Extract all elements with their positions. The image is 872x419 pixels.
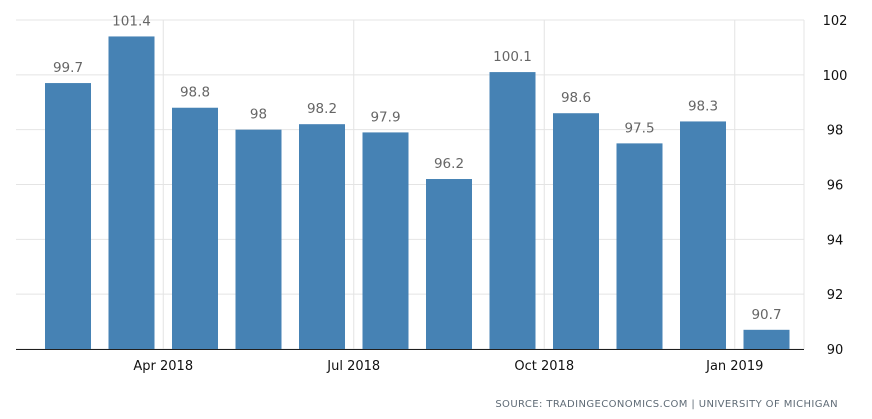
data-label: 100.1 bbox=[493, 49, 532, 65]
data-label: 98.2 bbox=[307, 101, 337, 117]
data-label: 96.2 bbox=[434, 156, 464, 172]
y-tick-label: 102 bbox=[823, 14, 848, 29]
bar bbox=[680, 121, 726, 349]
data-label: 101.4 bbox=[112, 13, 151, 29]
bar bbox=[108, 36, 155, 349]
value-labels-layer: 99.7 101.4 98.8 98 98.2 97.9 96.2 100.1 98.6 97.5… bbox=[53, 13, 782, 322]
bar bbox=[743, 329, 790, 349]
bar bbox=[616, 143, 663, 349]
bar bbox=[553, 113, 599, 349]
bar bbox=[299, 124, 345, 349]
x-tick-label: Oct 2018 bbox=[514, 359, 574, 374]
data-label: 97.5 bbox=[624, 120, 654, 136]
data-label: 90.7 bbox=[751, 307, 781, 323]
bar bbox=[235, 129, 282, 349]
x-axis-ticks: Apr 2018 Jul 2018 Oct 2018 Jan 2019 bbox=[133, 359, 763, 374]
bar bbox=[489, 72, 536, 349]
bar bbox=[426, 179, 472, 349]
data-label: 98 bbox=[250, 107, 267, 123]
y-tick-label: 96 bbox=[827, 179, 844, 194]
x-tick-label: Jan 2019 bbox=[705, 359, 763, 374]
y-tick-label: 98 bbox=[827, 124, 844, 139]
data-label: 98.6 bbox=[561, 90, 591, 106]
bar bbox=[172, 107, 218, 349]
x-tick-label: Jul 2018 bbox=[326, 359, 380, 374]
y-tick-label: 92 bbox=[827, 288, 844, 303]
data-label: 99.7 bbox=[53, 60, 83, 76]
data-label: 98.8 bbox=[180, 85, 210, 101]
y-tick-label: 94 bbox=[827, 233, 844, 248]
bars-layer bbox=[45, 36, 790, 349]
x-tick-label: Apr 2018 bbox=[133, 359, 193, 374]
source-attribution: SOURCE: TRADINGECONOMICS.COM | UNIVERSIT… bbox=[495, 399, 838, 410]
bar bbox=[362, 132, 409, 349]
data-label: 98.3 bbox=[688, 98, 718, 114]
y-axis-ticks: 90 92 94 96 98 100 102 bbox=[823, 14, 848, 358]
bar bbox=[45, 83, 91, 349]
y-tick-label: 90 bbox=[827, 343, 844, 358]
y-tick-label: 100 bbox=[823, 69, 848, 84]
data-label: 97.9 bbox=[370, 109, 400, 125]
